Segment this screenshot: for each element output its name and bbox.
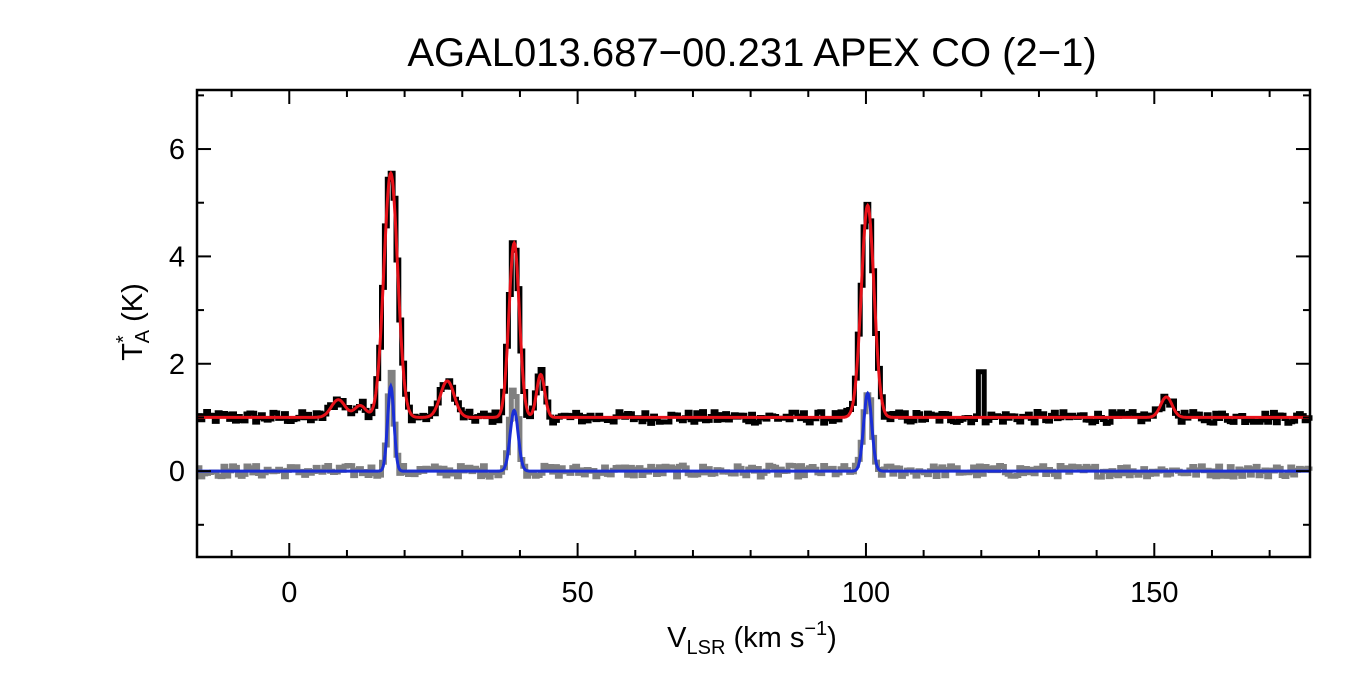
x-tick-label: 150	[1130, 577, 1178, 609]
series-layer	[197, 170, 1313, 480]
axes-layer: 0 50 100 150 0 2 4 6	[169, 90, 1310, 609]
chart-title: AGAL013.687−00.231 APEX CO (2−1)	[407, 31, 1096, 75]
series-0-histogram	[197, 170, 1313, 426]
y-tick-label: 2	[169, 349, 185, 381]
x-tick-label: 50	[561, 577, 593, 609]
y-tick-label: 6	[169, 134, 185, 166]
y-tick-label: 4	[169, 241, 185, 273]
y-tick-label: 0	[169, 456, 185, 488]
series-1-fit	[197, 170, 1310, 419]
series-3-fit	[197, 382, 1310, 473]
y-axis-label: T*A (K)	[113, 283, 154, 361]
x-tick-label: 0	[281, 577, 297, 609]
x-axis-label: VLSR (km s−1)	[667, 618, 837, 659]
plot-frame	[195, 88, 1312, 559]
x-tick-label: 100	[842, 577, 890, 609]
